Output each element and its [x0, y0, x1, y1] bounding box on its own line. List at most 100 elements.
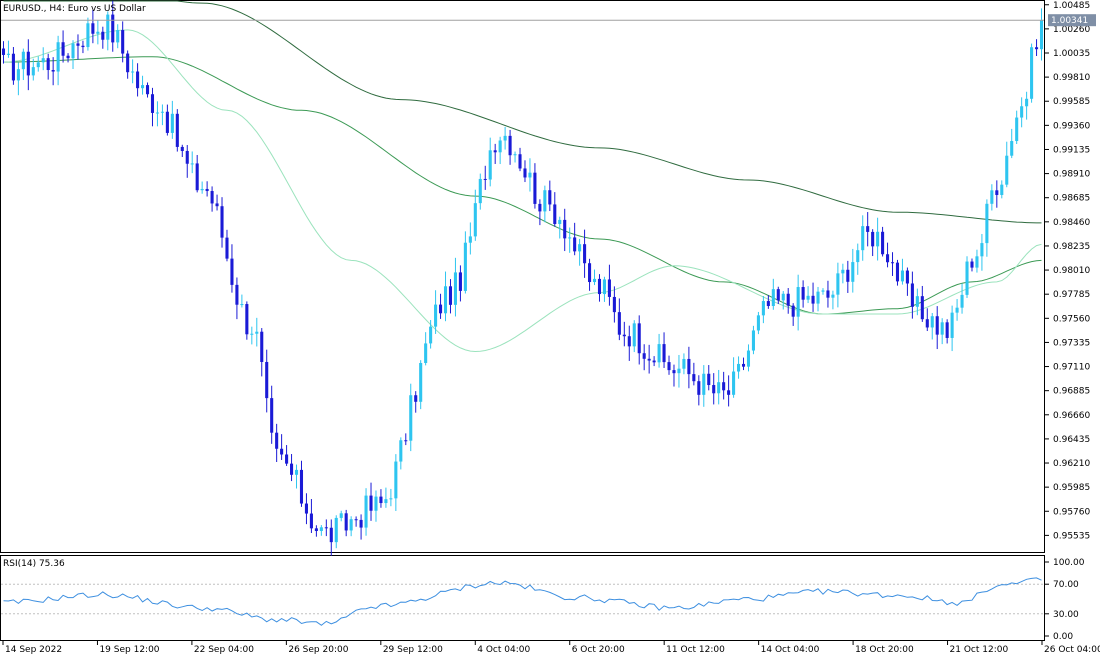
candle-body[interactable]: [846, 269, 850, 282]
candle-body[interactable]: [602, 279, 606, 295]
candle-body[interactable]: [280, 448, 284, 455]
candle-body[interactable]: [121, 30, 125, 54]
candle-body[interactable]: [766, 301, 770, 307]
candle-body[interactable]: [304, 503, 308, 514]
candle-body[interactable]: [980, 243, 984, 257]
candle-body[interactable]: [424, 343, 428, 363]
candle-body[interactable]: [682, 358, 686, 369]
candle-body[interactable]: [597, 278, 602, 295]
candle-body[interactable]: [488, 150, 492, 180]
candle-body[interactable]: [662, 344, 666, 363]
candle-body[interactable]: [493, 150, 497, 153]
candle-body[interactable]: [652, 360, 656, 363]
candle-body[interactable]: [985, 203, 989, 244]
candle-body[interactable]: [394, 461, 398, 499]
candle-body[interactable]: [409, 395, 413, 441]
candle-body[interactable]: [150, 94, 155, 113]
candle-body[interactable]: [1005, 155, 1009, 185]
candle-body[interactable]: [46, 58, 50, 71]
candle-body[interactable]: [667, 362, 671, 371]
candle-body[interactable]: [101, 31, 105, 40]
candle-body[interactable]: [637, 323, 641, 354]
candle-body[interactable]: [965, 261, 969, 295]
candle-body[interactable]: [657, 344, 661, 363]
candle-body[interactable]: [235, 284, 239, 305]
candle-body[interactable]: [344, 513, 348, 531]
candle-body[interactable]: [468, 236, 472, 243]
candle-body[interactable]: [255, 331, 259, 334]
candle-body[interactable]: [319, 527, 323, 532]
candle-body[interactable]: [439, 304, 443, 314]
candle-body[interactable]: [702, 373, 706, 395]
candle-body[interactable]: [915, 296, 919, 307]
candle-body[interactable]: [950, 312, 954, 338]
candle-body[interactable]: [866, 226, 870, 232]
candle-body[interactable]: [16, 69, 20, 81]
candle-body[interactable]: [861, 226, 865, 251]
candle-body[interactable]: [131, 71, 135, 73]
candle-body[interactable]: [275, 432, 279, 449]
candle-body[interactable]: [26, 51, 30, 76]
candle-body[interactable]: [220, 206, 224, 238]
candle-body[interactable]: [1000, 184, 1004, 195]
candle-body[interactable]: [781, 293, 785, 301]
candle-body[interactable]: [1020, 106, 1024, 118]
candle-body[interactable]: [796, 287, 800, 317]
candle-body[interactable]: [737, 363, 741, 372]
candle-body[interactable]: [627, 336, 631, 347]
candle-body[interactable]: [895, 262, 900, 282]
candle-body[interactable]: [334, 517, 338, 543]
candle-body[interactable]: [434, 304, 438, 327]
candle-body[interactable]: [851, 262, 855, 282]
candle-body[interactable]: [925, 319, 929, 328]
candle-body[interactable]: [801, 287, 805, 300]
candle-body[interactable]: [1035, 47, 1039, 50]
candle-body[interactable]: [741, 363, 746, 367]
candle-body[interactable]: [727, 390, 731, 395]
candle-body[interactable]: [642, 353, 646, 359]
candle-body[interactable]: [473, 203, 477, 237]
candle-body[interactable]: [478, 178, 482, 204]
candle-body[interactable]: [920, 296, 924, 320]
candle-body[interactable]: [876, 231, 880, 247]
candle-body[interactable]: [592, 278, 597, 283]
candle-body[interactable]: [836, 273, 840, 295]
candle-body[interactable]: [190, 163, 194, 165]
candle-body[interactable]: [270, 398, 274, 433]
candle-body[interactable]: [816, 291, 820, 304]
candle-body[interactable]: [498, 140, 502, 153]
candle-body[interactable]: [910, 283, 914, 307]
candle-body[interactable]: [31, 67, 35, 76]
candle-body[interactable]: [185, 150, 189, 164]
candle-body[interactable]: [607, 279, 611, 297]
candle-body[interactable]: [443, 286, 448, 314]
candle-body[interactable]: [404, 440, 408, 442]
candle-body[interactable]: [717, 382, 721, 394]
candle-body[interactable]: [180, 146, 184, 151]
candle-body[interactable]: [399, 440, 403, 462]
candle-body[interactable]: [265, 361, 269, 399]
candle-body[interactable]: [175, 113, 179, 147]
candle-body[interactable]: [583, 244, 587, 264]
candle-body[interactable]: [309, 513, 313, 529]
candle-body[interactable]: [314, 528, 318, 532]
candle-body[interactable]: [558, 219, 562, 224]
candle-body[interactable]: [160, 111, 164, 113]
candle-body[interactable]: [692, 374, 696, 382]
candle-body[interactable]: [935, 316, 939, 335]
candle-body[interactable]: [841, 269, 845, 274]
candle-body[interactable]: [900, 270, 904, 282]
candle-body[interactable]: [826, 290, 830, 298]
candle-body[interactable]: [622, 334, 626, 337]
candle-body[interactable]: [588, 263, 592, 283]
candle-body[interactable]: [41, 58, 45, 63]
candle-body[interactable]: [240, 304, 244, 306]
candle-body[interactable]: [553, 204, 557, 224]
candle-body[interactable]: [96, 31, 100, 34]
candle-body[interactable]: [379, 496, 383, 504]
candle-body[interactable]: [205, 188, 209, 192]
candle-body[interactable]: [6, 53, 10, 55]
candle-body[interactable]: [126, 53, 130, 73]
candle-body[interactable]: [771, 289, 775, 307]
